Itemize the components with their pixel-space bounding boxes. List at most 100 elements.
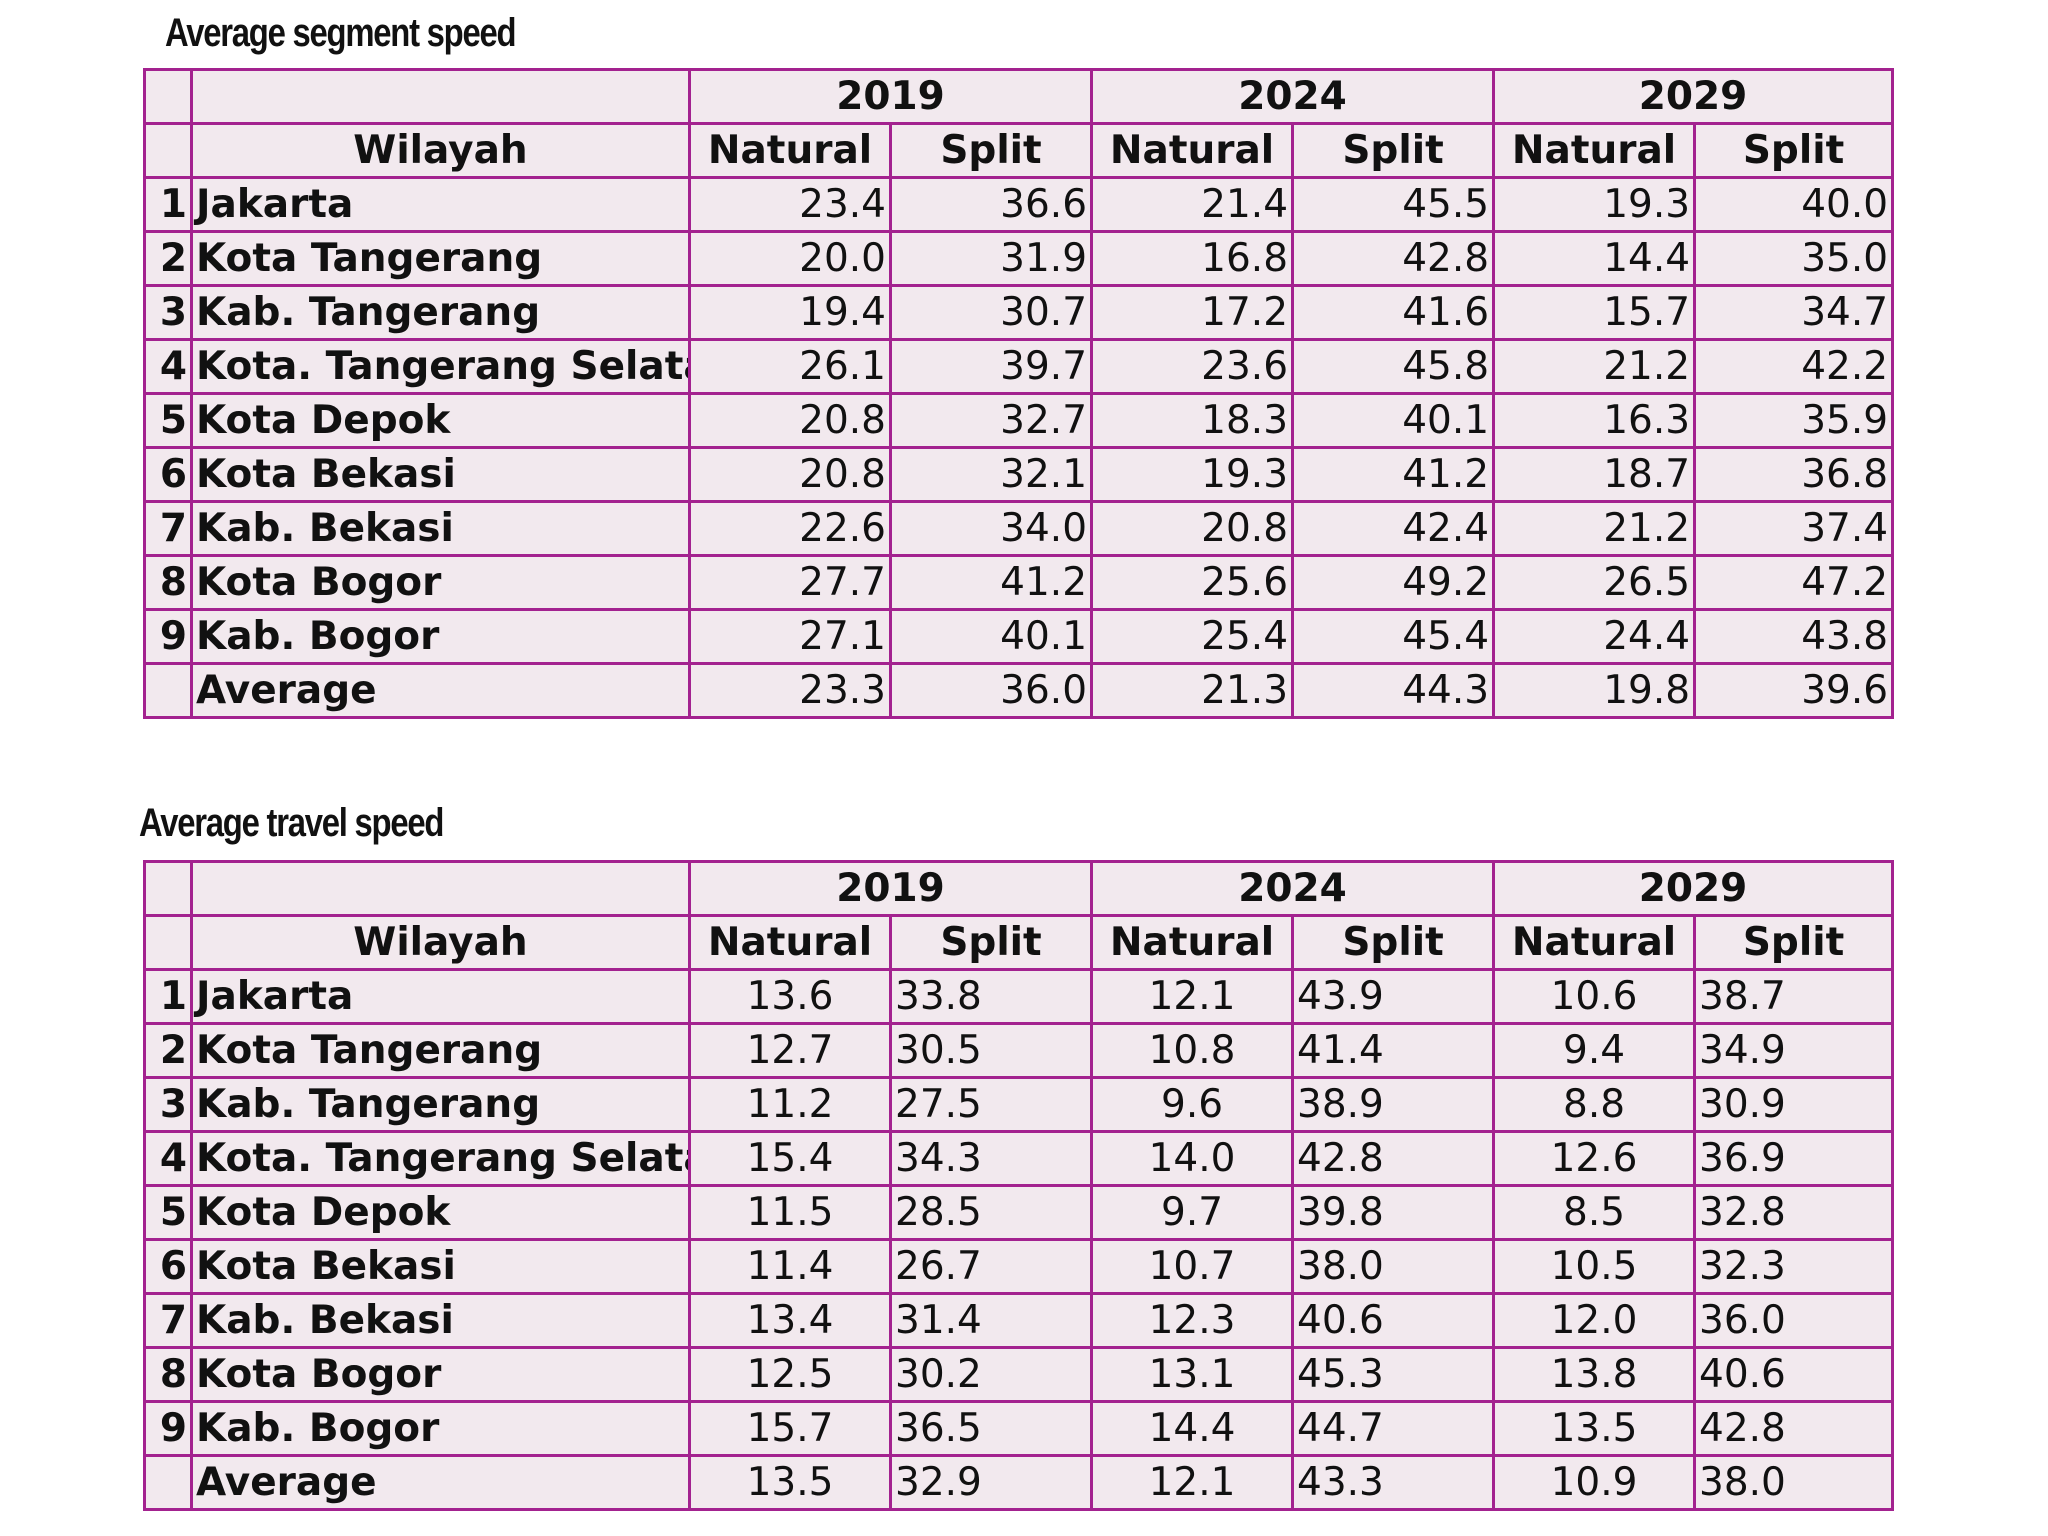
travel-speed-title: Average travel speed — [139, 801, 444, 845]
value-cell: 16.3 — [1492, 392, 1697, 449]
value-cell: 19.8 — [1492, 662, 1697, 719]
value-cell: 23.3 — [688, 662, 892, 719]
table-row: 9 Kab. Bogor 27.1 40.1 25.4 45.4 24.4 43.8 — [143, 608, 1895, 665]
table-row: 7 Kab. Bekasi 22.6 34.0 20.8 42.4 21.2 37.4 — [143, 500, 1895, 557]
value-cell: 14.0 — [1090, 1130, 1295, 1187]
table-row: 2 Kota Tangerang 12.7 30.5 10.8 41.4 9.4 34.9 — [143, 1022, 1895, 1079]
value-cell: 45.5 — [1291, 176, 1496, 233]
region-name: Kab. Bekasi — [190, 500, 691, 557]
row-number: 3 — [143, 284, 193, 341]
value-cell: 35.9 — [1693, 392, 1895, 449]
blank-cell — [143, 122, 193, 179]
row-number — [143, 1454, 193, 1511]
value-cell: 15.7 — [1492, 284, 1697, 341]
table-row: 8 Kota Bogor 27.7 41.2 25.6 49.2 26.5 47.2 — [143, 554, 1895, 611]
value-cell: 27.1 — [688, 608, 892, 665]
sub-header-row: Wilayah Natural Split Natural Split Natural Sp… — [143, 914, 1895, 971]
value-cell: 21.2 — [1492, 500, 1697, 557]
value-cell: 36.6 — [888, 176, 1094, 233]
value-cell: 18.3 — [1090, 392, 1295, 449]
region-name: Kota Bogor — [190, 554, 691, 611]
row-number: 9 — [143, 1400, 193, 1457]
value-cell: 41.4 — [1291, 1022, 1496, 1079]
blank-cell — [143, 860, 193, 917]
value-cell: 41.2 — [1291, 446, 1496, 503]
value-cell: 34.0 — [888, 500, 1094, 557]
value-cell: 34.3 — [888, 1130, 1094, 1187]
value-cell: 10.8 — [1090, 1022, 1295, 1079]
year-header-row: 2019 2024 2029 — [143, 68, 1895, 125]
value-cell: 28.5 — [888, 1184, 1094, 1241]
value-cell: 20.0 — [688, 230, 892, 287]
region-name: Kab. Tangerang — [190, 1076, 691, 1133]
value-cell: 9.7 — [1090, 1184, 1295, 1241]
sub-header: Natural — [1090, 122, 1295, 179]
row-number: 3 — [143, 1076, 193, 1133]
value-cell: 21.3 — [1090, 662, 1295, 719]
value-cell: 11.2 — [688, 1076, 892, 1133]
region-name: Kab. Bekasi — [190, 1292, 691, 1349]
value-cell: 34.7 — [1693, 284, 1895, 341]
value-cell: 30.9 — [1693, 1076, 1895, 1133]
table-row: 1 Jakarta 13.6 33.8 12.1 43.9 10.6 38.7 — [143, 968, 1895, 1025]
row-number: 4 — [143, 1130, 193, 1187]
value-cell: 43.8 — [1693, 608, 1895, 665]
value-cell: 19.3 — [1090, 446, 1295, 503]
value-cell: 13.4 — [688, 1292, 892, 1349]
region-name: Kota Bekasi — [190, 446, 691, 503]
value-cell: 14.4 — [1090, 1400, 1295, 1457]
value-cell: 42.2 — [1693, 338, 1895, 395]
value-cell: 24.4 — [1492, 608, 1697, 665]
value-cell: 42.8 — [1693, 1400, 1895, 1457]
sub-header: Split — [1693, 122, 1895, 179]
value-cell: 45.8 — [1291, 338, 1496, 395]
value-cell: 38.9 — [1291, 1076, 1496, 1133]
value-cell: 13.1 — [1090, 1346, 1295, 1403]
value-cell: 12.1 — [1090, 1454, 1295, 1511]
value-cell: 10.5 — [1492, 1238, 1697, 1295]
value-cell: 13.5 — [1492, 1400, 1697, 1457]
value-cell: 34.9 — [1693, 1022, 1895, 1079]
value-cell: 32.8 — [1693, 1184, 1895, 1241]
value-cell: 12.3 — [1090, 1292, 1295, 1349]
value-cell: 38.0 — [1291, 1238, 1496, 1295]
value-cell: 11.5 — [688, 1184, 892, 1241]
row-number: 9 — [143, 608, 193, 665]
value-cell: 32.9 — [888, 1454, 1094, 1511]
value-cell: 19.4 — [688, 284, 892, 341]
segment-speed-table: 2019 2024 2029 Wilayah Natural Split Natural Sp… — [143, 68, 1895, 719]
region-name: Kota Bekasi — [190, 1238, 691, 1295]
value-cell: 30.7 — [888, 284, 1094, 341]
region-name: Kota. Tangerang Selatan — [190, 1130, 691, 1187]
sub-header: Natural — [688, 122, 892, 179]
value-cell: 39.8 — [1291, 1184, 1496, 1241]
region-header: Wilayah — [190, 122, 691, 179]
value-cell: 20.8 — [688, 446, 892, 503]
average-row: Average 13.5 32.9 12.1 43.3 10.9 38.0 — [143, 1454, 1895, 1511]
value-cell: 9.6 — [1090, 1076, 1295, 1133]
value-cell: 14.4 — [1492, 230, 1697, 287]
sub-header: Natural — [1492, 914, 1697, 971]
segment-speed-title: Average segment speed — [165, 11, 517, 55]
blank-cell — [143, 914, 193, 971]
sub-header: Split — [888, 122, 1094, 179]
row-number — [143, 662, 193, 719]
year-header: 2019 — [687, 860, 1094, 917]
row-number: 5 — [143, 1184, 193, 1241]
value-cell: 41.6 — [1291, 284, 1496, 341]
value-cell: 16.8 — [1090, 230, 1295, 287]
value-cell: 36.8 — [1693, 446, 1895, 503]
value-cell: 42.8 — [1291, 1130, 1496, 1187]
value-cell: 21.4 — [1090, 176, 1295, 233]
table-row: 3 Kab. Tangerang 19.4 30.7 17.2 41.6 15.7 34.7 — [143, 284, 1895, 341]
row-number: 6 — [143, 1238, 193, 1295]
table-row: 3 Kab. Tangerang 11.2 27.5 9.6 38.9 8.8 30.9 — [143, 1076, 1895, 1133]
value-cell: 42.4 — [1291, 500, 1496, 557]
year-header: 2029 — [1492, 860, 1895, 917]
table-row: 8 Kota Bogor 12.5 30.2 13.1 45.3 13.8 40.6 — [143, 1346, 1895, 1403]
row-number: 8 — [143, 1346, 193, 1403]
row-number: 4 — [143, 338, 193, 395]
value-cell: 27.7 — [688, 554, 892, 611]
value-cell: 26.7 — [888, 1238, 1094, 1295]
value-cell: 17.2 — [1090, 284, 1295, 341]
